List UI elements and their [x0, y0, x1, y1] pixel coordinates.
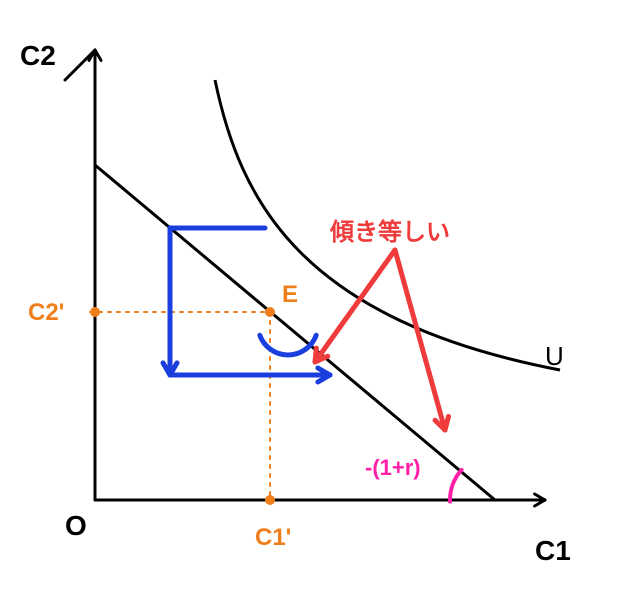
x-axis-label: C1	[535, 535, 571, 566]
c2-prime-label: C2'	[28, 299, 64, 326]
slope-value-label: -(1+r)	[365, 455, 421, 480]
c1-prime-dot	[265, 495, 275, 505]
y-axis-label: C2	[20, 40, 56, 71]
point-e	[265, 307, 275, 317]
point-e-label: E	[282, 281, 298, 308]
origin-label: O	[65, 510, 87, 541]
indifference-curve-label: U	[545, 341, 564, 371]
canvas-bg	[0, 0, 620, 605]
c1-prime-label: C1'	[255, 524, 291, 551]
c2-prime-dot	[90, 307, 100, 317]
slope-equal-label: 傾き等しい	[329, 218, 450, 246]
